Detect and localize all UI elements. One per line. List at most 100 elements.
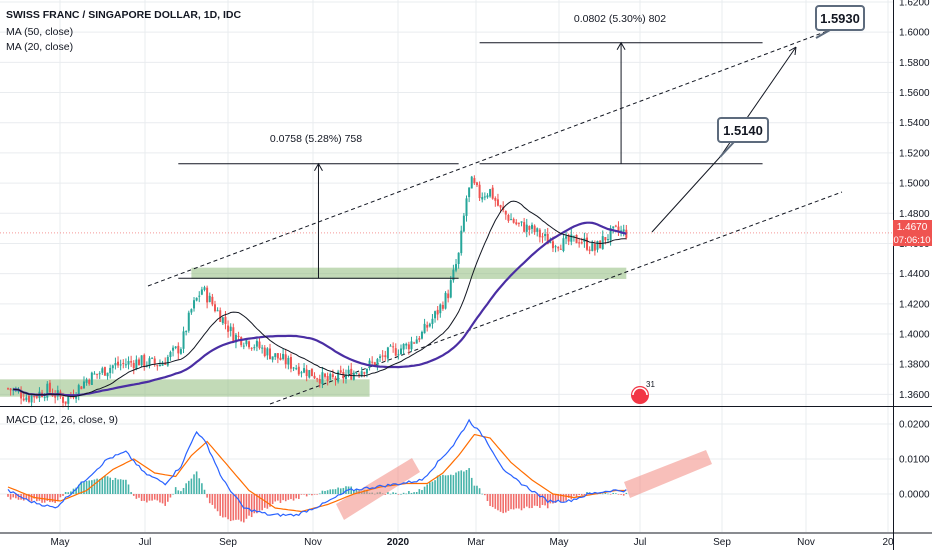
macd-histogram-bar xyxy=(418,489,421,494)
macd-histogram-bar xyxy=(318,493,321,495)
candle-body xyxy=(200,289,203,295)
macd-histogram-bar xyxy=(491,494,494,508)
macd-histogram-bar xyxy=(282,494,284,501)
macd-histogram-bar xyxy=(237,494,240,520)
legend-ma20[interactable]: MA (20, close) xyxy=(6,41,73,53)
candle-body xyxy=(169,352,172,357)
y-tick-label: 1.4200 xyxy=(899,299,930,310)
channel-lower-line[interactable] xyxy=(269,191,843,405)
channel-upper-line[interactable] xyxy=(147,23,847,287)
countdown-label: 07:06:10 xyxy=(894,235,931,246)
macd-signal-line[interactable] xyxy=(7,433,627,513)
candle-body xyxy=(227,325,230,332)
macd-histogram-bar xyxy=(253,494,256,514)
candle-body xyxy=(507,214,510,221)
macd-histogram-bar xyxy=(96,478,98,494)
y-tick-label: 0.0100 xyxy=(899,455,930,466)
macd-divergence-highlight-1[interactable] xyxy=(336,458,420,520)
macd-histogram-bar xyxy=(153,494,156,500)
candle-body xyxy=(523,222,526,232)
macd-histogram-bar xyxy=(444,475,447,494)
candle-body xyxy=(570,234,573,242)
candle-body xyxy=(457,252,460,264)
macd-histogram-bar xyxy=(211,494,214,505)
target2-callout[interactable]: 1.5930 xyxy=(815,5,865,39)
macd-histogram-bar xyxy=(353,490,355,494)
candle-body xyxy=(473,178,476,184)
macd-histogram-bar xyxy=(98,479,101,494)
macd-histogram-bar xyxy=(240,494,242,522)
projection-line-1[interactable] xyxy=(651,156,721,233)
legend-ma50[interactable]: MA (50, close) xyxy=(6,26,73,38)
macd-histogram-bar xyxy=(17,494,20,500)
ma20-line[interactable] xyxy=(13,200,627,397)
candle-body xyxy=(177,345,180,354)
macd-histogram-bar xyxy=(465,470,468,494)
macd-histogram-bar xyxy=(549,494,552,504)
macd-histogram-bar xyxy=(497,494,499,511)
candle-body xyxy=(481,197,484,200)
macd-histogram-bar xyxy=(502,494,504,514)
macd-histogram-bar xyxy=(329,489,332,494)
macd-histogram-bar xyxy=(405,493,408,495)
macd-histogram-bar xyxy=(91,480,93,494)
candle-body xyxy=(520,221,523,223)
candle-body xyxy=(64,401,67,404)
macd-histogram-bar xyxy=(478,488,481,494)
event-badge-label: 31 xyxy=(646,380,655,389)
candle-body xyxy=(575,234,578,244)
macd-line[interactable] xyxy=(7,418,627,517)
macd-histogram-bar xyxy=(80,481,83,494)
macd-histogram-bar xyxy=(305,494,308,497)
macd-histogram-bar xyxy=(476,485,478,494)
y-tick-label: 1.3600 xyxy=(899,390,930,401)
legend-macd[interactable]: MACD (12, 26, close, 9) xyxy=(6,414,118,426)
macd-divergence-highlight-2[interactable] xyxy=(624,450,712,498)
macd-histogram-bar xyxy=(159,494,161,503)
macd-histogram-bar xyxy=(342,487,345,494)
candle-body xyxy=(562,238,565,251)
candle-body xyxy=(216,310,219,312)
trend-layer xyxy=(0,23,893,405)
candle-body xyxy=(287,357,290,365)
candle-body xyxy=(447,293,450,299)
macd-histogram-bar xyxy=(554,494,557,503)
candle-body xyxy=(179,349,182,354)
macd-histogram-bar xyxy=(612,492,615,494)
y-tick-label: 1.5200 xyxy=(899,148,930,159)
candle-body xyxy=(274,353,277,357)
macd-histogram-bar xyxy=(172,493,174,495)
candle-body xyxy=(101,368,104,373)
macd-histogram-bar xyxy=(389,493,392,495)
candle-body xyxy=(138,359,140,366)
candle-body xyxy=(441,304,444,309)
target2-label: 1.5930 xyxy=(820,11,860,26)
ma50-line[interactable] xyxy=(13,221,627,397)
candle-body xyxy=(324,373,327,377)
macd-histogram-bar xyxy=(334,489,337,494)
y-tick-label: 0.0000 xyxy=(899,490,930,501)
candle-body xyxy=(381,355,384,357)
candle-body xyxy=(379,356,382,358)
macd-histogram-bar xyxy=(51,494,54,503)
candle-body xyxy=(617,226,620,232)
target1-callout[interactable]: 1.5140 xyxy=(717,117,769,158)
macd-histogram-bar xyxy=(505,494,507,513)
y-tick-label: 1.4800 xyxy=(899,209,930,220)
macd-histogram-bar xyxy=(429,482,431,494)
candle-body xyxy=(166,356,169,366)
macd-histogram-bar xyxy=(421,490,423,494)
macd-histogram-bar xyxy=(518,494,520,509)
macd-histogram-bar xyxy=(208,494,211,504)
candle-body xyxy=(470,176,473,189)
candle-body xyxy=(384,355,387,358)
candle-body xyxy=(132,362,135,369)
candle-body xyxy=(161,363,164,366)
candle-body xyxy=(292,367,295,369)
macd-histogram-bar xyxy=(622,494,625,496)
x-tick-label: 20 xyxy=(882,537,894,548)
event-badge[interactable]: 31 xyxy=(631,380,655,404)
support-zone xyxy=(191,267,627,279)
